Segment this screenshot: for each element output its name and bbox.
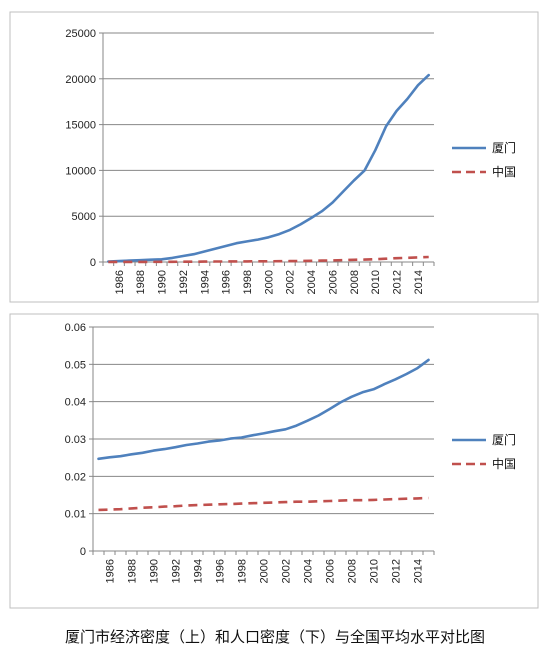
top-series-china-line [108,255,429,264]
top-x-tick-label: 1988 [135,270,147,294]
population-density-chart: 0 0.01 0.02 0.03 0.04 0.05 0.06 1986 1988 1990 199… [0,310,550,610]
bottom-x-tick-label: 2006 [324,559,336,583]
top-x-tick-label: 1992 [178,270,190,294]
top-x-tick-label: 2002 [285,270,297,294]
top-y-tick-label: 0 [90,257,96,269]
economic-density-chart-svg: 0 5000 10000 15000 20000 25000 1986 1988 1990 199… [9,11,539,303]
economic-density-chart: 0 5000 10000 15000 20000 25000 1986 1988 1990 199… [0,0,550,306]
bottom-x-tick-label: 2008 [346,559,358,583]
top-x-tick-label: 2000 [263,270,275,294]
bottom-x-tick-label: 1986 [104,559,116,583]
top-x-tick-label: 1990 [157,270,169,294]
bottom-x-tick-label: 2012 [390,559,402,583]
bottom-x-tick-label: 2010 [368,559,380,583]
top-x-tick-label: 2012 [391,270,403,294]
top-legend-label: 厦门 [492,140,516,155]
top-series-xiamen-line [107,73,431,263]
bottom-x-tick-label: 2000 [258,559,270,583]
top-y-tick-label: 25000 [65,28,96,40]
bottom-x-tick-label: 1994 [192,559,204,583]
bottom-legend-label: 中国 [492,456,516,471]
top-y-tick-label: 10000 [65,165,96,177]
bottom-series-china-line [98,496,429,512]
top-x-tick-label: 1998 [242,270,254,294]
top-y-tick-label: 15000 [65,120,96,132]
bottom-series-xiamen-line [97,358,430,461]
bottom-x-tick-label: 2004 [302,559,314,583]
top-x-tick-label: 1996 [221,270,233,294]
top-x-tick-label: 2004 [306,270,318,294]
top-x-tick-label: 2008 [349,270,361,294]
bottom-y-tick-label: 0.03 [65,434,86,446]
top-x-tick-label: 2014 [413,270,425,294]
bottom-x-tick-label: 1996 [214,559,226,583]
top-x-tick-label: 1994 [199,270,211,294]
bottom-x-tick-label: 2014 [412,559,424,583]
top-x-tick-label: 2006 [327,270,339,294]
bottom-x-tick-label: 1988 [126,559,138,583]
bottom-legend-label: 厦门 [492,432,516,447]
bottom-y-tick-label: 0.02 [65,471,86,483]
bottom-x-tick-label: 1992 [170,559,182,583]
bottom-y-tick-label: 0 [80,546,86,558]
top-frame [9,11,539,303]
bottom-frame [9,313,539,609]
bottom-y-tick-label: 0.04 [65,397,86,409]
bottom-y-tick-label: 0.01 [65,509,86,521]
top-x-tick-label: 1986 [114,270,126,294]
top-y-tick-label: 5000 [72,211,96,223]
bottom-y-tick-label: 0.05 [65,359,86,371]
top-legend-label: 中国 [492,164,516,179]
bottom-x-tick-label: 1998 [236,559,248,583]
bottom-x-tick-label: 1990 [148,559,160,583]
top-y-tick-label: 20000 [65,74,96,86]
bottom-y-tick-label: 0.06 [65,322,86,334]
figure-caption: 厦门市经济密度（上）和人口密度（下）与全国平均水平对比图 [64,628,485,646]
top-x-tick-label: 2010 [370,270,382,294]
bottom-x-tick-label: 2002 [280,559,292,583]
population-density-chart-svg: 0 0.01 0.02 0.03 0.04 0.05 0.06 1986 1988 1990 199… [9,313,539,609]
